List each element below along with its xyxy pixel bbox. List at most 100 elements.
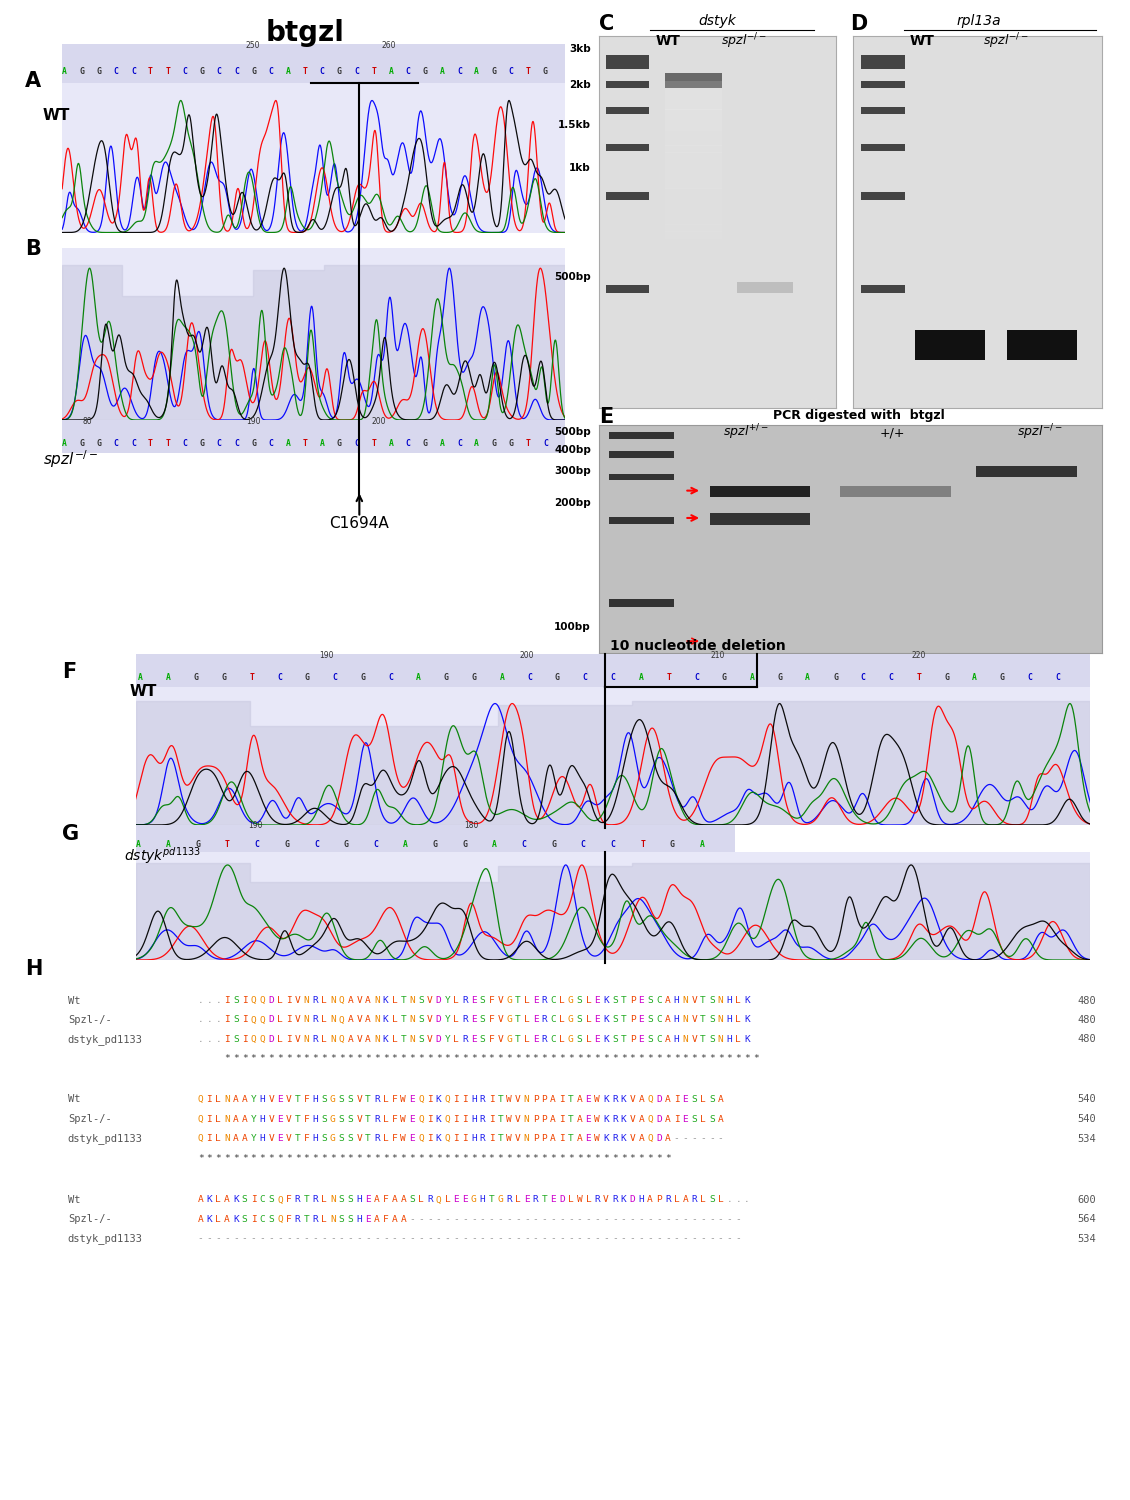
Text: P: P — [629, 1016, 635, 1025]
Polygon shape — [136, 862, 1090, 960]
Text: I: I — [462, 1095, 468, 1104]
Text: A: A — [638, 1114, 644, 1124]
Text: C1694A: C1694A — [330, 516, 389, 531]
Text: V: V — [286, 1095, 292, 1104]
Bar — [666, 210, 722, 218]
Text: L: L — [453, 1016, 459, 1025]
Text: F: F — [488, 1016, 494, 1025]
Text: C: C — [314, 840, 319, 849]
Text: C: C — [332, 674, 338, 682]
Text: -: - — [603, 1234, 609, 1244]
Text: -: - — [277, 1234, 282, 1244]
Text: *: * — [312, 1054, 318, 1064]
Text: -: - — [400, 1234, 406, 1244]
Text: K: K — [207, 1215, 212, 1224]
Text: -: - — [409, 1234, 415, 1244]
Text: A: A — [166, 674, 171, 682]
Text: G: G — [330, 1114, 336, 1124]
Text: S: S — [480, 1035, 486, 1044]
Text: -: - — [515, 1234, 521, 1244]
Text: S: S — [709, 996, 714, 1005]
Text: G: G — [506, 1016, 512, 1025]
Text: S: S — [233, 1016, 238, 1025]
Text: *: * — [550, 1154, 556, 1162]
Text: *: * — [657, 1154, 662, 1162]
Text: R: R — [462, 1016, 468, 1025]
Text: I: I — [453, 1134, 459, 1143]
Text: K: K — [383, 1016, 389, 1025]
Text: T: T — [249, 674, 254, 682]
Text: N: N — [718, 1016, 723, 1025]
Text: *: * — [330, 1154, 336, 1162]
Text: A: A — [400, 1196, 406, 1204]
Text: *: * — [585, 1054, 591, 1064]
Text: G: G — [200, 440, 205, 448]
Text: E: E — [532, 1035, 538, 1044]
Text: G: G — [423, 68, 427, 76]
Text: G: G — [195, 840, 200, 849]
Text: N: N — [224, 1114, 229, 1124]
Text: T: T — [497, 1114, 503, 1124]
Text: -: - — [471, 1215, 477, 1224]
Text: *: * — [612, 1154, 618, 1162]
Text: Spzl-/-: Spzl-/- — [68, 1215, 112, 1224]
Bar — [606, 144, 649, 152]
Text: *: * — [260, 1154, 266, 1162]
Text: *: * — [745, 1054, 750, 1064]
Text: 540: 540 — [1077, 1114, 1096, 1124]
Text: A: A — [320, 440, 324, 448]
Text: K: K — [383, 996, 389, 1005]
Text: R: R — [594, 1196, 600, 1204]
Text: C: C — [1055, 674, 1060, 682]
Text: *: * — [559, 1054, 565, 1064]
Text: G: G — [337, 440, 341, 448]
Text: .: . — [216, 1016, 221, 1025]
Text: *: * — [268, 1054, 273, 1064]
Text: A: A — [392, 1215, 398, 1224]
Text: K: K — [620, 1095, 626, 1104]
Text: H: H — [260, 1114, 266, 1124]
Text: T: T — [148, 68, 153, 76]
Text: G: G — [221, 674, 226, 682]
Text: 10 nucleotide deletion: 10 nucleotide deletion — [610, 639, 786, 652]
Text: A: A — [664, 1114, 670, 1124]
Text: I: I — [242, 996, 247, 1005]
Text: P: P — [629, 1035, 635, 1044]
Text: E: E — [638, 996, 644, 1005]
Text: -: - — [488, 1234, 494, 1244]
Text: C: C — [389, 674, 393, 682]
Bar — [666, 159, 722, 166]
Text: *: * — [541, 1054, 547, 1064]
Text: D: D — [850, 13, 867, 34]
Text: T: T — [372, 68, 376, 76]
Text: N: N — [524, 1114, 530, 1124]
Text: F: F — [383, 1215, 389, 1224]
Text: R: R — [312, 1016, 318, 1025]
Text: A: A — [550, 1095, 556, 1104]
Text: T: T — [568, 1134, 574, 1143]
Text: *: * — [576, 1154, 582, 1162]
Text: -: - — [709, 1215, 714, 1224]
Text: *: * — [620, 1054, 626, 1064]
Bar — [666, 274, 722, 282]
Bar — [666, 102, 722, 110]
Text: -: - — [692, 1134, 697, 1143]
Text: *: * — [427, 1054, 433, 1064]
Text: C: C — [457, 440, 462, 448]
Text: *: * — [242, 1054, 247, 1064]
Text: S: S — [480, 1016, 486, 1025]
Bar — [666, 146, 722, 153]
Text: *: * — [216, 1154, 221, 1162]
Text: A: A — [198, 1215, 203, 1224]
Text: .: . — [207, 1016, 212, 1025]
Bar — [666, 81, 722, 88]
Text: *: * — [400, 1154, 406, 1162]
Text: *: * — [383, 1054, 389, 1064]
Text: *: * — [753, 1054, 758, 1064]
Text: A: A — [638, 674, 643, 682]
Bar — [666, 153, 722, 160]
Text: S: S — [647, 996, 653, 1005]
Text: -: - — [629, 1215, 635, 1224]
Text: A: A — [664, 996, 670, 1005]
Text: -: - — [594, 1215, 600, 1224]
